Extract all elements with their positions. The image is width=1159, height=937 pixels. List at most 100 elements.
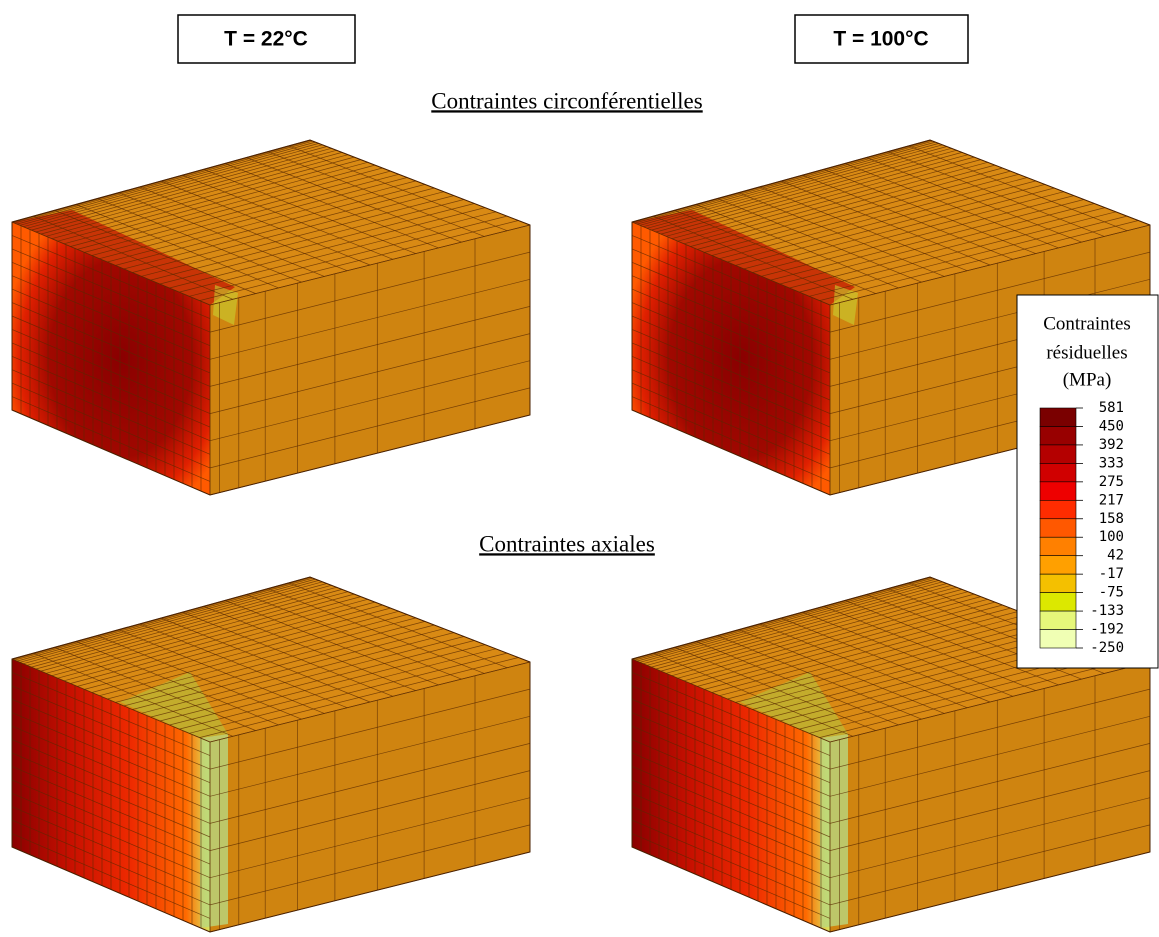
mesh-line	[631, 302, 831, 387]
mesh-line	[631, 792, 831, 879]
mesh-line	[631, 288, 831, 374]
mesh-line	[11, 261, 211, 347]
mesh-line	[96, 198, 302, 283]
mesh-line	[695, 641, 899, 726]
mesh-line	[139, 623, 348, 709]
mesh-line	[209, 224, 531, 306]
mesh-line	[631, 833, 831, 919]
mesh-line	[738, 629, 945, 714]
mesh-line	[118, 629, 325, 714]
legend-swatch	[1039, 555, 1077, 575]
mesh-line	[631, 739, 831, 824]
legend-swatch	[1039, 407, 1077, 427]
mesh-line	[203, 168, 416, 254]
mesh-line	[631, 672, 831, 756]
mesh-line	[75, 204, 279, 289]
mesh-line	[631, 235, 831, 319]
mesh-line	[887, 151, 1105, 237]
legend-swatch	[1039, 426, 1077, 446]
legend-title: Contraintes	[1043, 313, 1131, 334]
mesh-line	[182, 174, 394, 260]
mesh-line	[182, 611, 394, 697]
legend-swatch	[1039, 592, 1077, 612]
mesh-line	[802, 611, 1014, 697]
cool-strip	[200, 734, 228, 928]
mesh-line	[780, 180, 991, 266]
mesh-line	[11, 792, 211, 879]
label-box	[177, 14, 356, 64]
mesh-line	[75, 641, 279, 726]
mesh-line	[11, 739, 211, 824]
mesh-line	[844, 163, 1059, 249]
legend-value: -250	[1090, 640, 1124, 656]
mesh-view	[11, 576, 531, 933]
mesh-line	[908, 145, 1128, 232]
mesh-line	[11, 355, 211, 442]
mesh-line	[829, 770, 1151, 851]
mesh-line	[829, 824, 1151, 906]
mesh-line	[11, 725, 211, 811]
legend-value: -133	[1090, 603, 1124, 619]
mesh-line	[11, 712, 211, 797]
mesh-line	[33, 215, 234, 300]
mesh-line	[209, 770, 531, 851]
mesh-line	[11, 819, 211, 906]
mesh-line	[11, 342, 211, 428]
mesh-line	[829, 688, 1151, 770]
legend: Contraintes résiduelles (MPa) 581 450 392 3…	[1016, 294, 1159, 669]
mesh-line	[11, 672, 211, 756]
legend-value: 450	[1099, 418, 1124, 434]
mesh-view	[11, 139, 531, 496]
mesh-line	[245, 157, 462, 243]
mesh-line	[11, 275, 211, 360]
mesh-line	[209, 824, 531, 906]
mesh-line	[224, 163, 439, 249]
legend-value: 581	[1099, 400, 1124, 416]
mesh-line	[780, 617, 991, 703]
cool-strip	[820, 734, 848, 928]
legend-swatch	[1039, 500, 1077, 520]
mesh-line	[631, 819, 831, 906]
mesh-line	[829, 715, 1151, 797]
mesh-line	[829, 743, 1151, 824]
mesh-line	[631, 342, 831, 428]
mesh-line	[224, 600, 439, 686]
label-box	[794, 14, 969, 64]
row-label: Contraintes circonférentielles	[431, 88, 702, 113]
mesh-line	[209, 306, 531, 387]
mesh-line	[631, 752, 831, 838]
mesh-line	[209, 387, 531, 469]
mesh-line	[54, 646, 256, 731]
mesh-line	[160, 617, 371, 703]
mesh-line	[631, 275, 831, 360]
mesh-line	[203, 605, 416, 691]
mesh-line	[209, 661, 531, 743]
mesh-line	[653, 652, 854, 737]
mesh-line	[631, 329, 831, 414]
mesh-line	[11, 685, 211, 770]
mesh-line	[288, 145, 508, 232]
mesh-line	[209, 278, 531, 360]
right-face	[210, 225, 530, 495]
outline	[11, 576, 531, 933]
mesh-line	[738, 192, 945, 277]
mesh-line	[631, 806, 831, 892]
right-face	[830, 662, 1150, 932]
mesh-line	[267, 588, 485, 674]
mesh-line	[865, 157, 1082, 243]
legend-swatch	[1039, 518, 1077, 538]
mesh-line	[631, 725, 831, 811]
mesh-line	[245, 594, 462, 680]
mesh-line	[160, 180, 371, 266]
legend-value: -75	[1099, 585, 1124, 601]
mesh-line	[267, 151, 485, 237]
legend-value: -192	[1090, 622, 1124, 638]
mesh-line	[11, 833, 211, 919]
legend-title: (MPa)	[1063, 369, 1112, 390]
legend-swatch	[1039, 444, 1077, 464]
mesh-line	[54, 209, 256, 294]
legend-value: 217	[1099, 492, 1124, 508]
column-label: T = 22°C	[224, 28, 308, 51]
mesh-line	[631, 396, 831, 482]
